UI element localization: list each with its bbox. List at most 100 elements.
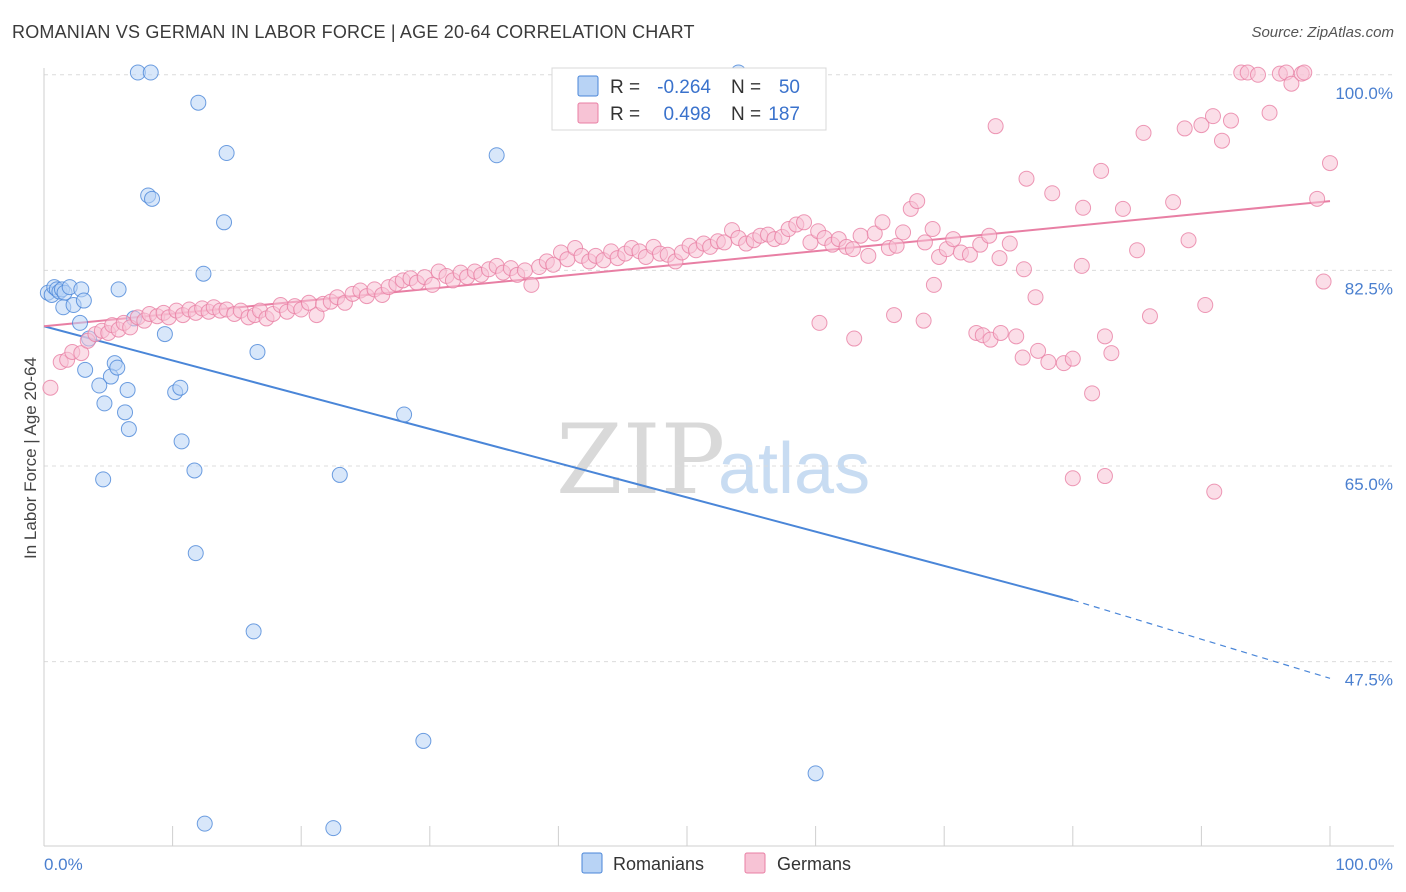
legend-r-value-romanians: -0.264 [657,77,711,98]
point-germans-172 [1213,132,1230,149]
point-germans-109 [802,234,819,251]
gridlines [44,74,1394,663]
point-germans-161 [987,118,1004,135]
bottom-legend-swatch-romanians [581,852,603,874]
point-germans-115 [844,241,861,258]
point-romanians-40 [187,545,204,562]
point-germans-176 [1249,66,1266,83]
y-axis-label: In Labor Force | Age 20-64 [21,357,40,559]
point-germans-164 [1075,199,1092,216]
point-romanians-41 [245,623,262,640]
point-romanians-22 [117,404,134,421]
point-germans-171 [1204,108,1221,125]
point-germans-168 [1165,194,1182,211]
point-romanians-18 [109,359,126,376]
point-germans-155 [1180,232,1197,249]
watermark-atlas: atlas [718,429,870,509]
point-germans-73 [545,256,562,273]
point-romanians-48 [325,820,342,837]
point-germans-117 [860,247,877,264]
point-germans-188 [1206,483,1223,500]
point-germans-163 [1044,185,1061,202]
legend-n-value-germans: 187 [768,104,800,125]
point-germans-119 [874,214,891,231]
point-germans-186 [1064,470,1081,487]
legend-n-label-romanians: N = [731,77,761,98]
point-germans-121 [888,237,905,254]
point-romanians-21 [119,381,136,398]
point-romanians-33 [144,190,161,207]
point-germans-152 [1096,328,1113,345]
point-romanians-28 [173,433,190,450]
point-germans-56 [424,276,441,293]
watermark-zip: ZIP [556,404,725,516]
point-germans-156 [1015,261,1032,278]
trend-line-romanians [43,325,1074,602]
legend-r-value-germans: 0.498 [663,104,711,125]
point-romanians-12 [110,281,127,298]
point-germans-166 [1114,200,1131,217]
legend-r-label-romanians: R = [610,77,640,98]
y-tick-label-3: 100.0% [1335,84,1393,103]
point-germans-133 [981,227,998,244]
point-romanians-19 [91,377,108,394]
point-germans-154 [1141,308,1158,325]
trend-line-extension-romanians [1072,599,1331,679]
point-germans-122 [895,224,912,241]
point-germans-108 [796,214,813,231]
point-germans-70 [523,276,540,293]
point-germans-150 [1064,350,1081,367]
point-germans-177 [1261,104,1278,121]
point-germans-180 [1283,75,1300,92]
point-romanians-15 [77,361,94,378]
source-credit: Source: ZipAtlas.com [1251,24,1394,41]
point-germans-135 [1001,235,1018,252]
point-germans-4 [73,345,90,362]
point-germans-169 [1176,120,1193,137]
point-romanians-25 [156,326,173,343]
point-romanians-39 [95,471,112,488]
point-germans-159 [1129,242,1146,259]
point-germans-0 [42,379,59,396]
point-germans-158 [1073,257,1090,274]
point-romanians-38 [186,462,203,479]
point-romanians-27 [172,379,189,396]
point-germans-170 [1193,117,1210,134]
point-germans-182 [1296,64,1313,81]
point-germans-69 [516,262,533,279]
point-germans-129 [945,231,962,248]
bottom-legend-label-germans: Germans [777,854,851,874]
point-romanians-44 [488,147,505,164]
point-germans-157 [1027,289,1044,306]
top-legend: R = -0.264 N = 50 R = 0.498 N = 187 [551,67,827,131]
point-germans-145 [1008,328,1025,345]
bottom-legend: Romanians Germans [581,852,851,874]
point-romanians-36 [195,265,212,282]
chart-title: ROMANIAN VS GERMAN IN LABOR FORCE | AGE … [12,22,695,42]
point-germans-136 [925,276,942,293]
point-germans-140 [846,330,863,347]
point-germans-144 [992,324,1009,341]
bottom-legend-label-romanians: Romanians [613,854,704,874]
point-germans-124 [909,193,926,210]
point-germans-165 [1093,162,1110,179]
point-germans-146 [1014,349,1031,366]
point-romanians-47 [196,815,213,832]
point-romanians-35 [216,214,233,231]
point-germans-147 [1030,342,1047,359]
point-germans-97 [716,234,733,251]
point-germans-116 [852,227,869,244]
legend-r-label-germans: R = [610,104,640,125]
x-tick-label-1: 100.0% [1335,855,1393,874]
point-romanians-11 [75,292,92,309]
point-germans-137 [915,312,932,329]
point-germans-185 [1322,155,1338,172]
axes [43,68,1394,847]
x-tick-label-0: 0.0% [44,855,83,874]
point-germans-151 [1084,385,1101,402]
point-germans-138 [886,307,903,324]
point-germans-167 [1135,124,1152,141]
point-romanians-30 [142,64,159,81]
legend-n-label-germans: N = [731,104,761,125]
